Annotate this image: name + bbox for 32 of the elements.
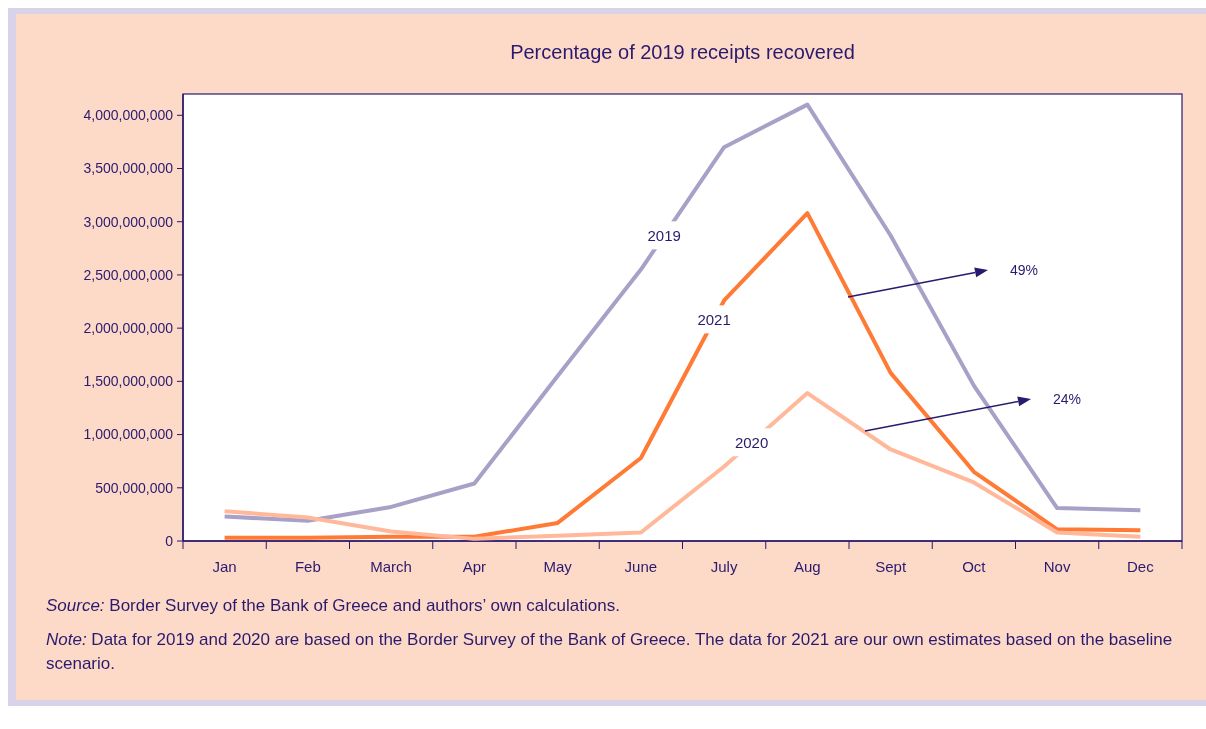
x-tick-label: Oct (962, 558, 987, 575)
x-tick-label: Apr (462, 558, 487, 575)
x-tick-label: June (624, 558, 658, 575)
line-series (222, 211, 1143, 540)
x-tick-label: May (543, 558, 573, 575)
x-tick-label: July (710, 558, 738, 575)
annotation: 24% (1053, 390, 1082, 407)
source-note: Source: Border Survey of the Bank of Greece and authors’ own calculations. (46, 595, 621, 617)
y-tick-label: 1,500,000,000 (83, 373, 174, 390)
x-tick-label: Dec (1127, 558, 1155, 575)
chart-title: Percentage of 2019 receipts recovered (510, 41, 855, 63)
series-label: 2020 (734, 433, 769, 451)
series-label: 2019 (647, 226, 681, 244)
x-tick-label: Feb (294, 558, 321, 575)
x-tick-label: Nov (1043, 558, 1071, 575)
x-tick-label: Aug (794, 558, 821, 575)
y-tick-label: 2,000,000,000 (83, 320, 174, 337)
y-tick-label: 0 (165, 532, 174, 549)
text: Note: Data for 2019 and 2020 are based on the Border Survey of the Bank of Greece. The data for 2021 are our own estimates based on the baseline scenario. (46, 629, 1174, 675)
y-tick-label: 1,000,000,000 (83, 426, 174, 443)
x-tick-label: Sept (875, 558, 907, 575)
x-tick-label: Jan (212, 558, 237, 575)
y-tick-label: 3,000,000,000 (83, 213, 174, 230)
y-tick-label: 500,000,000 (95, 479, 174, 496)
y-tick-label: 2,500,000,000 (83, 266, 174, 283)
y-tick-label: 3,500,000,000 (83, 160, 174, 177)
annotation: 49% (1010, 261, 1039, 278)
x-tick-label: March (370, 558, 412, 575)
series-label: 2021 (697, 310, 731, 328)
y-tick-label: 4,000,000,000 (83, 107, 174, 124)
line-series (222, 391, 1143, 541)
line-series (222, 102, 1143, 523)
